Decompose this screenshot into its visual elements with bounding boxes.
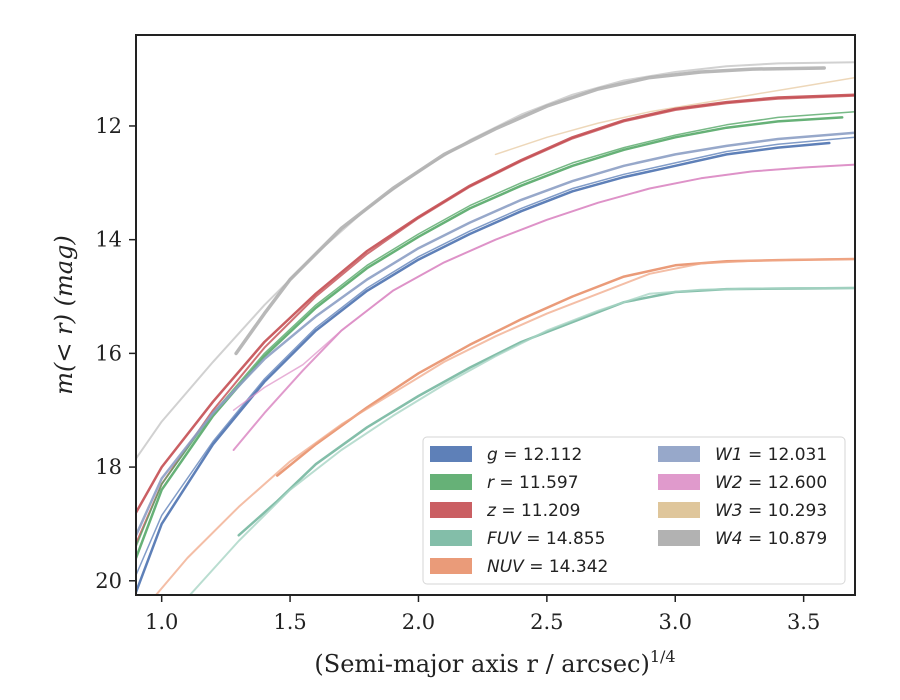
series-layer <box>136 61 855 595</box>
x-tick-label: 2.5 <box>530 610 563 634</box>
legend-swatch-g <box>430 446 472 462</box>
y-tick-label: 14 <box>95 228 122 252</box>
y-tick-label: 12 <box>95 114 122 138</box>
legend-items: g = 12.112 r = 11.597 z = 11.209 FUV = 14.8… <box>430 445 827 577</box>
legend-swatch-w1 <box>658 446 700 462</box>
plot-area <box>135 34 856 596</box>
series-line-g-9 <box>136 136 855 576</box>
legend-swatch-w2 <box>658 474 700 490</box>
legend-label-g: g = 12.112 <box>487 445 582 465</box>
y-tick-label: 18 <box>95 455 122 479</box>
series-line-r-6 <box>136 111 855 548</box>
legend-swatch-fuv <box>430 530 472 546</box>
x-axis-label: (Semi-major axis r / arcsec)1/4 <box>314 647 675 678</box>
x-tick-label: 3.5 <box>787 610 820 634</box>
legend-label-r: r = 11.597 <box>487 473 579 493</box>
legend-swatch-nuv <box>430 558 472 574</box>
x-tick-label: 1.5 <box>273 610 306 634</box>
legend: g = 12.112 r = 11.597 z = 11.209 FUV = 14.8… <box>422 436 846 585</box>
series-line-w3-0 <box>494 76 855 156</box>
series-line-g-8 <box>136 141 831 594</box>
legend-swatch-r <box>430 474 472 490</box>
legend-label-w4: W4 = 10.879 <box>715 529 827 549</box>
legend-label-z: z = 11.209 <box>486 501 580 521</box>
series-line-w1-7 <box>136 131 855 537</box>
legend-swatch-w4 <box>658 530 700 546</box>
axis-ticks: 1.0 1.5 2.0 2.5 3.0 3.5 12 14 16 18 20 <box>95 114 820 634</box>
legend-swatch-w3 <box>658 502 700 518</box>
x-tick-label: 2.0 <box>402 610 435 634</box>
series-line-nuv-13 <box>154 258 855 595</box>
series-line-w4-2 <box>234 66 826 356</box>
x-axis-label-text: (Semi-major axis r / arcsec) <box>314 650 649 678</box>
y-tick-label: 20 <box>95 569 122 593</box>
series-line-fuv-15 <box>188 287 855 595</box>
legend-label-w3: W3 = 10.293 <box>715 501 827 521</box>
y-tick-label: 16 <box>95 341 122 365</box>
y-axis-label: m(< r) (mag) <box>50 235 78 394</box>
x-axis-label-superscript: 1/4 <box>650 647 676 666</box>
series-line-w2-11 <box>232 163 855 411</box>
legend-label-nuv: NUV = 14.342 <box>487 557 608 577</box>
series-line-z-4 <box>136 94 855 545</box>
legend-label-fuv: FUV = 14.855 <box>487 529 605 549</box>
x-tick-label: 3.0 <box>659 610 692 634</box>
legend-swatch-z <box>430 502 472 518</box>
x-tick-label: 1.0 <box>145 610 178 634</box>
legend-frame <box>422 436 846 585</box>
legend-label-w1: W1 = 12.031 <box>715 445 827 465</box>
legend-label-w2: W2 = 12.600 <box>715 473 827 493</box>
